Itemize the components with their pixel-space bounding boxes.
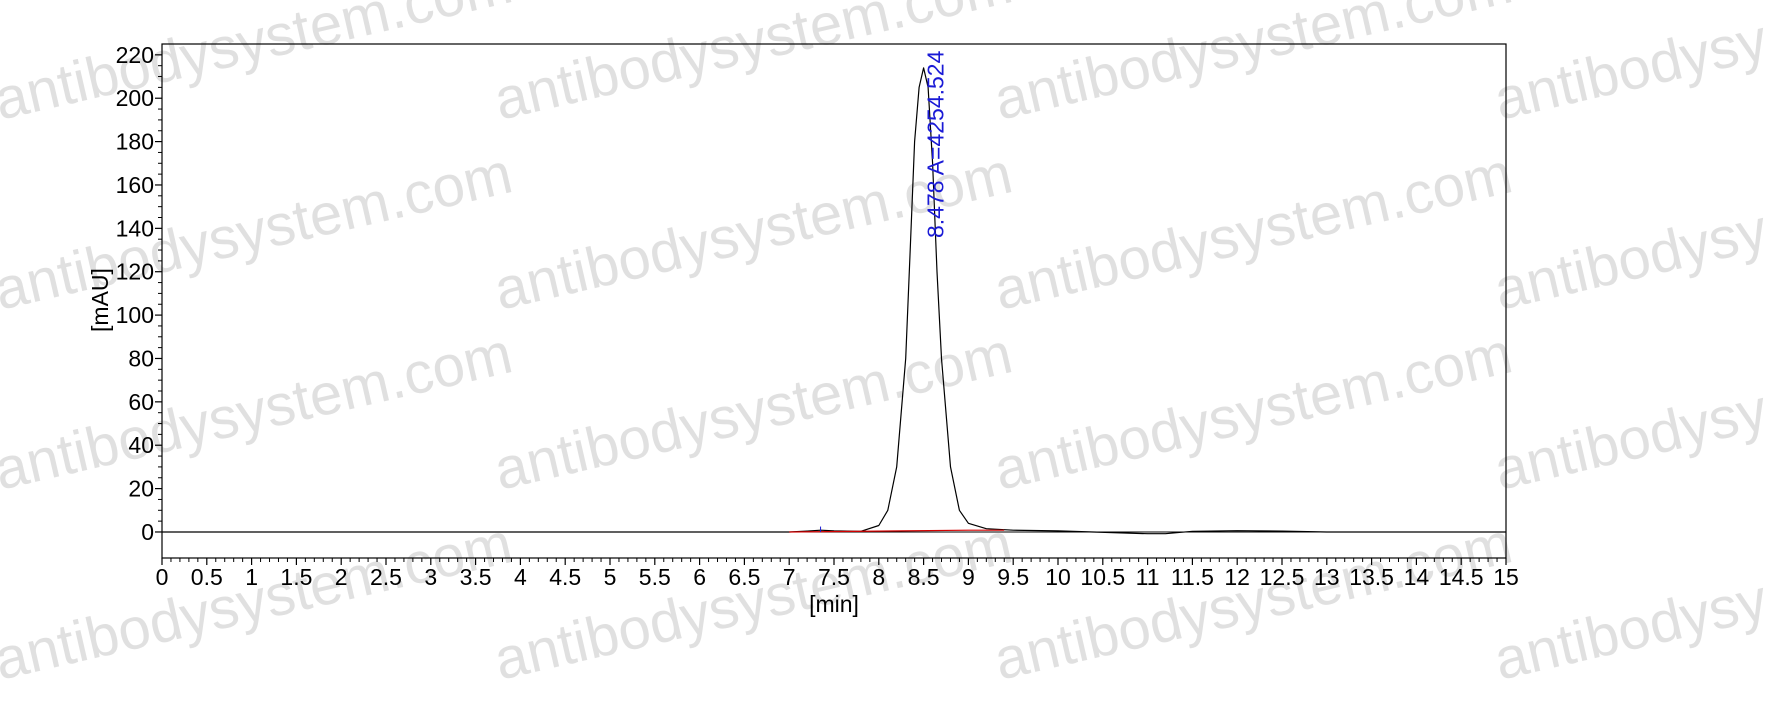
y-tick-label-2: 40 bbox=[128, 432, 154, 458]
plot-area bbox=[161, 43, 1507, 559]
watermark-text-3: antibodysystem.com bbox=[1488, 0, 1765, 133]
y-tick-label-8: 160 bbox=[116, 172, 154, 198]
x-tick-label-4: 2 bbox=[335, 564, 348, 590]
x-axis: 0 0.5 1 1.5 2 2.5 3 3.5 4 4.5 5 5.5 6 6.5 7 7.5 8 8.5 9 9.5… bbox=[156, 558, 1519, 590]
y-tick-label-11: 220 bbox=[116, 42, 154, 68]
watermark-text-11: antibodysystem.com bbox=[1488, 320, 1765, 502]
watermark-text-14: antibodysystem.com bbox=[988, 510, 1518, 692]
y-tick-label-3: 60 bbox=[128, 389, 154, 415]
y-tick-label-1: 20 bbox=[128, 476, 154, 502]
x-tick-label-21: 10.5 bbox=[1080, 564, 1125, 590]
x-tick-label-19: 9.5 bbox=[997, 564, 1029, 590]
watermark-text-0: antibodysystem.com bbox=[0, 0, 518, 133]
y-tick-label-10: 200 bbox=[116, 85, 154, 111]
y-axis: 0 20 40 60 80 100 120 140 160 180 200 220 bbox=[116, 42, 162, 545]
watermark-text-7: antibodysystem.com bbox=[1488, 140, 1765, 322]
x-tick-label-24: 12 bbox=[1224, 564, 1250, 590]
x-tick-label-12: 6 bbox=[693, 564, 706, 590]
y-tick-label-0: 0 bbox=[141, 519, 154, 545]
watermark-text-12: antibodysystem.com bbox=[0, 510, 518, 692]
y-axis-title: [mAU] bbox=[87, 268, 113, 332]
watermark-text-4: antibodysystem.com bbox=[0, 140, 518, 322]
x-tick-label-7: 3.5 bbox=[460, 564, 492, 590]
x-tick-label-2: 1 bbox=[245, 564, 258, 590]
x-tick-label-25: 12.5 bbox=[1260, 564, 1305, 590]
x-tick-label-28: 14 bbox=[1404, 564, 1430, 590]
x-tick-label-15: 7.5 bbox=[818, 564, 850, 590]
peak-annotation-0: 8.478 A=4254.524 bbox=[923, 50, 949, 238]
watermark-text-10: antibodysystem.com bbox=[988, 320, 1518, 502]
x-tick-label-18: 9 bbox=[962, 564, 975, 590]
watermark-text-2: antibodysystem.com bbox=[988, 0, 1518, 133]
x-tick-label-8: 4 bbox=[514, 564, 527, 590]
x-tick-label-10: 5 bbox=[604, 564, 617, 590]
y-tick-label-6: 120 bbox=[116, 259, 154, 285]
x-tick-label-16: 8 bbox=[872, 564, 885, 590]
series-layer bbox=[162, 67, 1506, 535]
annotation-layer: 8.478 A=4254.524 bbox=[923, 50, 949, 238]
x-tick-label-23: 11.5 bbox=[1171, 564, 1214, 590]
x-tick-label-3: 1.5 bbox=[280, 564, 312, 590]
x-tick-label-26: 13 bbox=[1314, 564, 1340, 590]
series-line-1 bbox=[789, 529, 1005, 533]
series-line-0 bbox=[162, 67, 1506, 535]
x-tick-label-30: 15 bbox=[1493, 564, 1519, 590]
x-tick-label-22: 11 bbox=[1136, 564, 1160, 590]
watermark-text-9: antibodysystem.com bbox=[488, 320, 1018, 502]
y-tick-label-4: 80 bbox=[128, 345, 154, 371]
x-tick-label-14: 7 bbox=[783, 564, 796, 590]
x-tick-label-9: 4.5 bbox=[549, 564, 581, 590]
watermark-text-15: antibodysystem.com bbox=[1488, 510, 1765, 692]
watermark-text-13: antibodysystem.com bbox=[488, 510, 1018, 692]
watermark-text-6: antibodysystem.com bbox=[988, 140, 1518, 322]
y-tick-label-7: 140 bbox=[116, 215, 154, 241]
x-tick-label-1: 0.5 bbox=[191, 564, 223, 590]
x-tick-label-11: 5.5 bbox=[639, 564, 671, 590]
x-tick-label-20: 10 bbox=[1045, 564, 1071, 590]
x-tick-label-5: 2.5 bbox=[370, 564, 402, 590]
x-tick-label-6: 3 bbox=[424, 564, 437, 590]
x-axis-title: [min] bbox=[809, 591, 859, 617]
x-tick-label-27: 13.5 bbox=[1349, 564, 1394, 590]
y-tick-label-5: 100 bbox=[116, 302, 154, 328]
watermark-text-8: antibodysystem.com bbox=[0, 320, 518, 502]
x-tick-label-13: 6.5 bbox=[728, 564, 760, 590]
x-tick-label-29: 14.5 bbox=[1439, 564, 1484, 590]
x-tick-label-0: 0 bbox=[156, 564, 169, 590]
x-tick-label-17: 8.5 bbox=[908, 564, 940, 590]
y-tick-label-9: 180 bbox=[116, 129, 154, 155]
